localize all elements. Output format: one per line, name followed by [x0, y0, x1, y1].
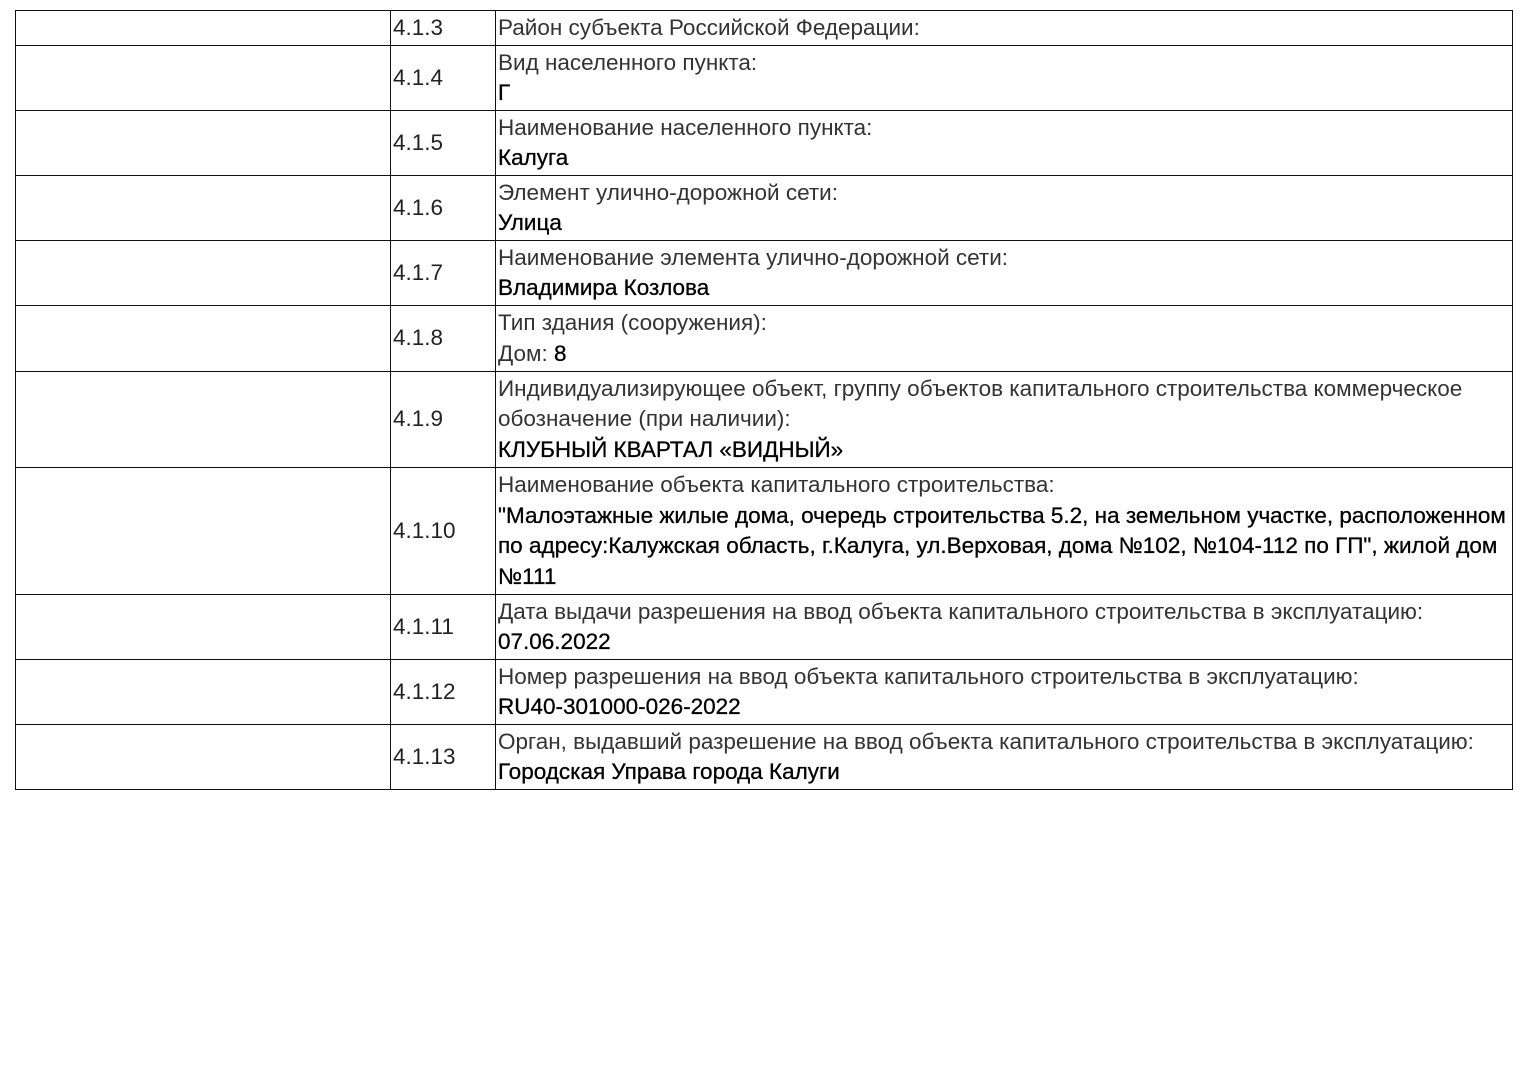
- item-number: 4.1.9: [390, 371, 496, 468]
- item-number: 4.1.10: [390, 467, 496, 595]
- table-row: 4.1.7 Наименование элемента улично-дорожн…: [15, 240, 1513, 306]
- item-value: Улица: [498, 210, 562, 235]
- item-content: Индивидуализирующее объект, группу объек…: [495, 371, 1513, 468]
- table-row: 4.1.13 Орган, выдавший разрешение на ввод…: [15, 724, 1513, 790]
- item-value: Владимира Козлова: [498, 275, 710, 300]
- document-table: 4.1.3 Район субъекта Российской Федерации…: [15, 10, 1513, 790]
- item-label: Наименование элемента улично-дорожной се…: [498, 244, 1009, 270]
- table-row: 4.1.12 Номер разрешения на ввод объекта к…: [15, 659, 1513, 725]
- item-content: Дата выдачи разрешения на ввод объекта к…: [495, 594, 1513, 660]
- item-label: Индивидуализирующее объект, группу объек…: [498, 375, 1463, 432]
- empty-cell: [15, 110, 391, 176]
- empty-cell: [15, 724, 391, 790]
- item-label: Дата выдачи разрешения на ввод объекта к…: [498, 598, 1424, 624]
- empty-cell: [15, 371, 391, 468]
- table-row: 4.1.11 Дата выдачи разрешения на ввод объ…: [15, 594, 1513, 660]
- item-label: Наименование объекта капитального строит…: [498, 472, 1055, 497]
- empty-cell: [15, 10, 391, 46]
- empty-cell: [15, 305, 391, 372]
- item-number: 4.1.7: [390, 240, 496, 306]
- item-value: 8: [554, 340, 567, 366]
- item-number: 4.1.11: [390, 594, 496, 660]
- item-value: Городская Управа города Калуги: [498, 759, 840, 784]
- item-value-line: Дом: 8: [498, 339, 1512, 370]
- empty-cell: [15, 467, 391, 595]
- item-label: Элемент улично-дорожной сети:: [498, 179, 839, 205]
- item-content: Вид населенного пункта: Г: [495, 45, 1513, 111]
- empty-cell: [15, 175, 391, 241]
- table-row: 4.1.9 Индивидуализирующее объект, группу …: [15, 371, 1513, 468]
- item-number: 4.1.6: [390, 175, 496, 241]
- item-content: Номер разрешения на ввод объекта капитал…: [495, 659, 1513, 725]
- item-value: RU40-301000-026-2022: [498, 694, 741, 719]
- item-label: Орган, выдавший разрешение на ввод объек…: [498, 728, 1474, 754]
- table-row: 4.1.8 Тип здания (сооружения): Дом: 8: [15, 305, 1513, 372]
- table-row: 4.1.6 Элемент улично-дорожной сети: Улица: [15, 175, 1513, 241]
- table-row: 4.1.3 Район субъекта Российской Федерации…: [15, 10, 1513, 46]
- item-value: "Малоэтажные жилые дома, очередь строите…: [498, 502, 1506, 589]
- item-number: 4.1.12: [390, 659, 496, 725]
- item-value: 07.06.2022: [498, 629, 611, 654]
- item-content: Орган, выдавший разрешение на ввод объек…: [495, 724, 1513, 790]
- item-content: Наименование населенного пункта: Калуга: [495, 110, 1513, 176]
- item-content: Район субъекта Российской Федерации:: [495, 10, 1513, 46]
- item-content: Наименование объекта капитального строит…: [495, 467, 1513, 595]
- item-label: Номер разрешения на ввод объекта капитал…: [498, 663, 1359, 689]
- item-number: 4.1.4: [390, 45, 496, 111]
- empty-cell: [15, 45, 391, 111]
- table-row: 4.1.10 Наименование объекта капитального …: [15, 467, 1513, 595]
- item-number: 4.1.3: [390, 10, 496, 46]
- item-prefix: Дом:: [498, 340, 548, 366]
- item-content: Элемент улично-дорожной сети: Улица: [495, 175, 1513, 241]
- item-label: Район субъекта Российской Федерации:: [498, 14, 920, 40]
- empty-cell: [15, 659, 391, 725]
- item-value: Г: [498, 80, 511, 105]
- item-content: Наименование элемента улично-дорожной се…: [495, 240, 1513, 306]
- item-number: 4.1.13: [390, 724, 496, 790]
- item-label: Тип здания (сооружения):: [498, 310, 767, 335]
- table-row: 4.1.4 Вид населенного пункта: Г: [15, 45, 1513, 111]
- item-label: Вид населенного пункта:: [498, 49, 758, 75]
- item-content: Тип здания (сооружения): Дом: 8: [495, 305, 1513, 372]
- empty-cell: [15, 240, 391, 306]
- item-label: Наименование населенного пункта:: [498, 114, 873, 140]
- item-number: 4.1.5: [390, 110, 496, 176]
- empty-cell: [15, 594, 391, 660]
- item-value: КЛУБНЫЙ КВАРТАЛ «ВИДНЫЙ»: [498, 436, 844, 462]
- table-row: 4.1.5 Наименование населенного пункта: Кал…: [15, 110, 1513, 176]
- item-number: 4.1.8: [390, 305, 496, 372]
- item-value: Калуга: [498, 145, 569, 170]
